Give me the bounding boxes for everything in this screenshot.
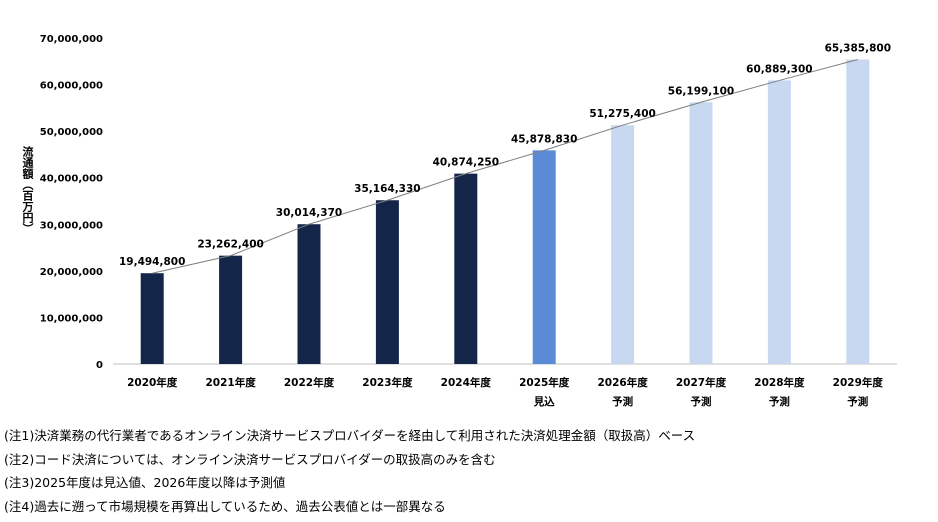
x-tick-label: 2024年度 xyxy=(441,376,492,389)
bar xyxy=(375,200,399,364)
x-tick-sublabel: 予測 xyxy=(691,395,712,408)
bar xyxy=(297,224,321,364)
x-tick-sublabel: 予測 xyxy=(612,395,633,408)
note-4: (注4)過去に遡って市場規模を再算出しているため、過去公表値とは一部異なる xyxy=(4,498,446,514)
data-label: 60,889,300 xyxy=(746,63,812,75)
y-tick-label: 0 xyxy=(96,360,103,371)
y-tick-label: 40,000,000 xyxy=(40,174,103,185)
x-tick-sublabel: 予測 xyxy=(769,395,790,408)
y-tick-label: 50,000,000 xyxy=(40,127,103,138)
y-tick-label: 10,000,000 xyxy=(40,313,103,324)
bar xyxy=(140,273,164,364)
data-label: 51,275,400 xyxy=(589,108,655,120)
bar xyxy=(532,150,556,364)
bar xyxy=(611,125,635,364)
x-tick-label: 2023年度 xyxy=(362,376,413,389)
x-tick-label: 2022年度 xyxy=(284,376,335,389)
data-label: 40,874,250 xyxy=(433,157,499,169)
data-label: 30,014,370 xyxy=(276,207,342,219)
data-label: 23,262,400 xyxy=(197,239,263,251)
bar xyxy=(846,59,870,365)
data-label: 65,385,800 xyxy=(825,42,891,54)
y-tick-label: 20,000,000 xyxy=(40,267,103,278)
x-tick-label: 2028年度 xyxy=(754,376,805,389)
x-tick-label: 2021年度 xyxy=(205,376,256,389)
x-tick-label: 2026年度 xyxy=(597,376,648,389)
y-tick-label: 60,000,000 xyxy=(40,81,103,92)
bar-chart: 0 10,000,000 20,000,000 30,000,000 40,000,00… xyxy=(40,34,897,408)
x-tick-label: 2027年度 xyxy=(676,376,727,389)
x-tick-sublabel: 見込 xyxy=(533,395,555,408)
y-tick-label: 70,000,000 xyxy=(40,34,103,45)
data-label: 19,494,800 xyxy=(119,256,185,268)
trend-line xyxy=(152,59,858,274)
note-2: (注2)コード決済については、オンライン決済サービスプロバイダーの取扱高のみを含… xyxy=(4,451,496,467)
y-axis-label: 流通額（百万円） xyxy=(21,146,34,234)
bar xyxy=(689,102,713,364)
x-tick-label: 2029年度 xyxy=(833,376,884,389)
y-tick-label: 30,000,000 xyxy=(40,220,103,231)
bar xyxy=(219,255,243,364)
x-tick-sublabel: 予測 xyxy=(847,395,868,408)
data-label: 35,164,330 xyxy=(354,183,420,195)
notes: (注1)決済業務の代行業者であるオンライン決済サービスプロバイダーを経由して利用… xyxy=(4,424,934,518)
x-tick-label: 2020年度 xyxy=(127,376,178,389)
bar xyxy=(767,80,791,364)
bar xyxy=(454,173,478,364)
note-1: (注1)決済業務の代行業者であるオンライン決済サービスプロバイダーを経由して利用… xyxy=(4,428,696,443)
data-label: 56,199,100 xyxy=(668,85,734,97)
x-tick-label: 2025年度 xyxy=(519,376,570,389)
note-3: (注3)2025年度は見込値、2026年度以降は予測値 xyxy=(4,475,286,490)
data-label: 45,878,830 xyxy=(511,133,577,145)
